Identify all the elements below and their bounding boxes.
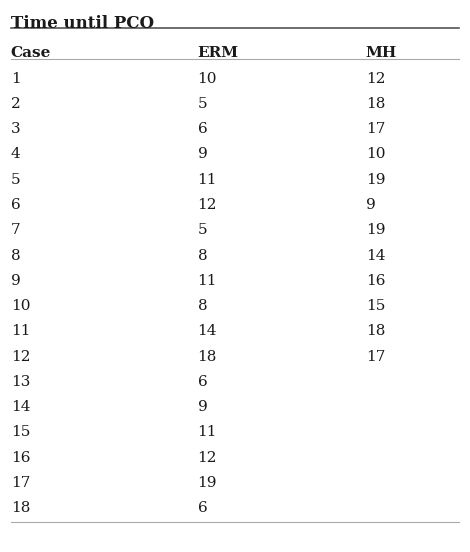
Text: 15: 15 — [11, 426, 30, 439]
Text: Case: Case — [11, 46, 51, 60]
Text: 9: 9 — [366, 198, 376, 212]
Text: 2: 2 — [11, 97, 21, 111]
Text: MH: MH — [366, 46, 397, 60]
Text: 12: 12 — [197, 450, 217, 465]
Text: Time until PCO: Time until PCO — [11, 15, 154, 32]
Text: 18: 18 — [366, 97, 385, 111]
Text: 19: 19 — [197, 476, 217, 490]
Text: ERM: ERM — [197, 46, 239, 60]
Text: 18: 18 — [11, 501, 30, 515]
Text: 3: 3 — [11, 122, 20, 136]
Text: 6: 6 — [197, 501, 207, 515]
Text: 12: 12 — [197, 198, 217, 212]
Text: 8: 8 — [197, 248, 207, 263]
Text: 9: 9 — [197, 400, 207, 414]
Text: 12: 12 — [11, 349, 30, 364]
Text: 8: 8 — [11, 248, 20, 263]
Text: 10: 10 — [197, 72, 217, 86]
Text: 5: 5 — [197, 223, 207, 237]
Text: 15: 15 — [366, 299, 385, 313]
Text: 1: 1 — [11, 72, 21, 86]
Text: 5: 5 — [197, 97, 207, 111]
Text: 17: 17 — [366, 349, 385, 364]
Text: 14: 14 — [11, 400, 30, 414]
Text: 18: 18 — [366, 325, 385, 338]
Text: 14: 14 — [366, 248, 385, 263]
Text: 11: 11 — [11, 325, 30, 338]
Text: 17: 17 — [11, 476, 30, 490]
Text: 18: 18 — [197, 349, 217, 364]
Text: 19: 19 — [366, 173, 385, 187]
Text: 6: 6 — [197, 375, 207, 389]
Text: 7: 7 — [11, 223, 20, 237]
Text: 5: 5 — [11, 173, 20, 187]
Text: 13: 13 — [11, 375, 30, 389]
Text: 19: 19 — [366, 223, 385, 237]
Text: 11: 11 — [197, 173, 217, 187]
Text: 11: 11 — [197, 426, 217, 439]
Text: 16: 16 — [366, 274, 385, 288]
Text: 6: 6 — [11, 198, 21, 212]
Text: 6: 6 — [197, 122, 207, 136]
Text: 12: 12 — [366, 72, 385, 86]
Text: 8: 8 — [197, 299, 207, 313]
Text: 16: 16 — [11, 450, 30, 465]
Text: 17: 17 — [366, 122, 385, 136]
Text: 9: 9 — [11, 274, 21, 288]
Text: 10: 10 — [366, 147, 385, 162]
Text: 9: 9 — [197, 147, 207, 162]
Text: 10: 10 — [11, 299, 30, 313]
Text: 14: 14 — [197, 325, 217, 338]
Text: 4: 4 — [11, 147, 21, 162]
Text: 11: 11 — [197, 274, 217, 288]
